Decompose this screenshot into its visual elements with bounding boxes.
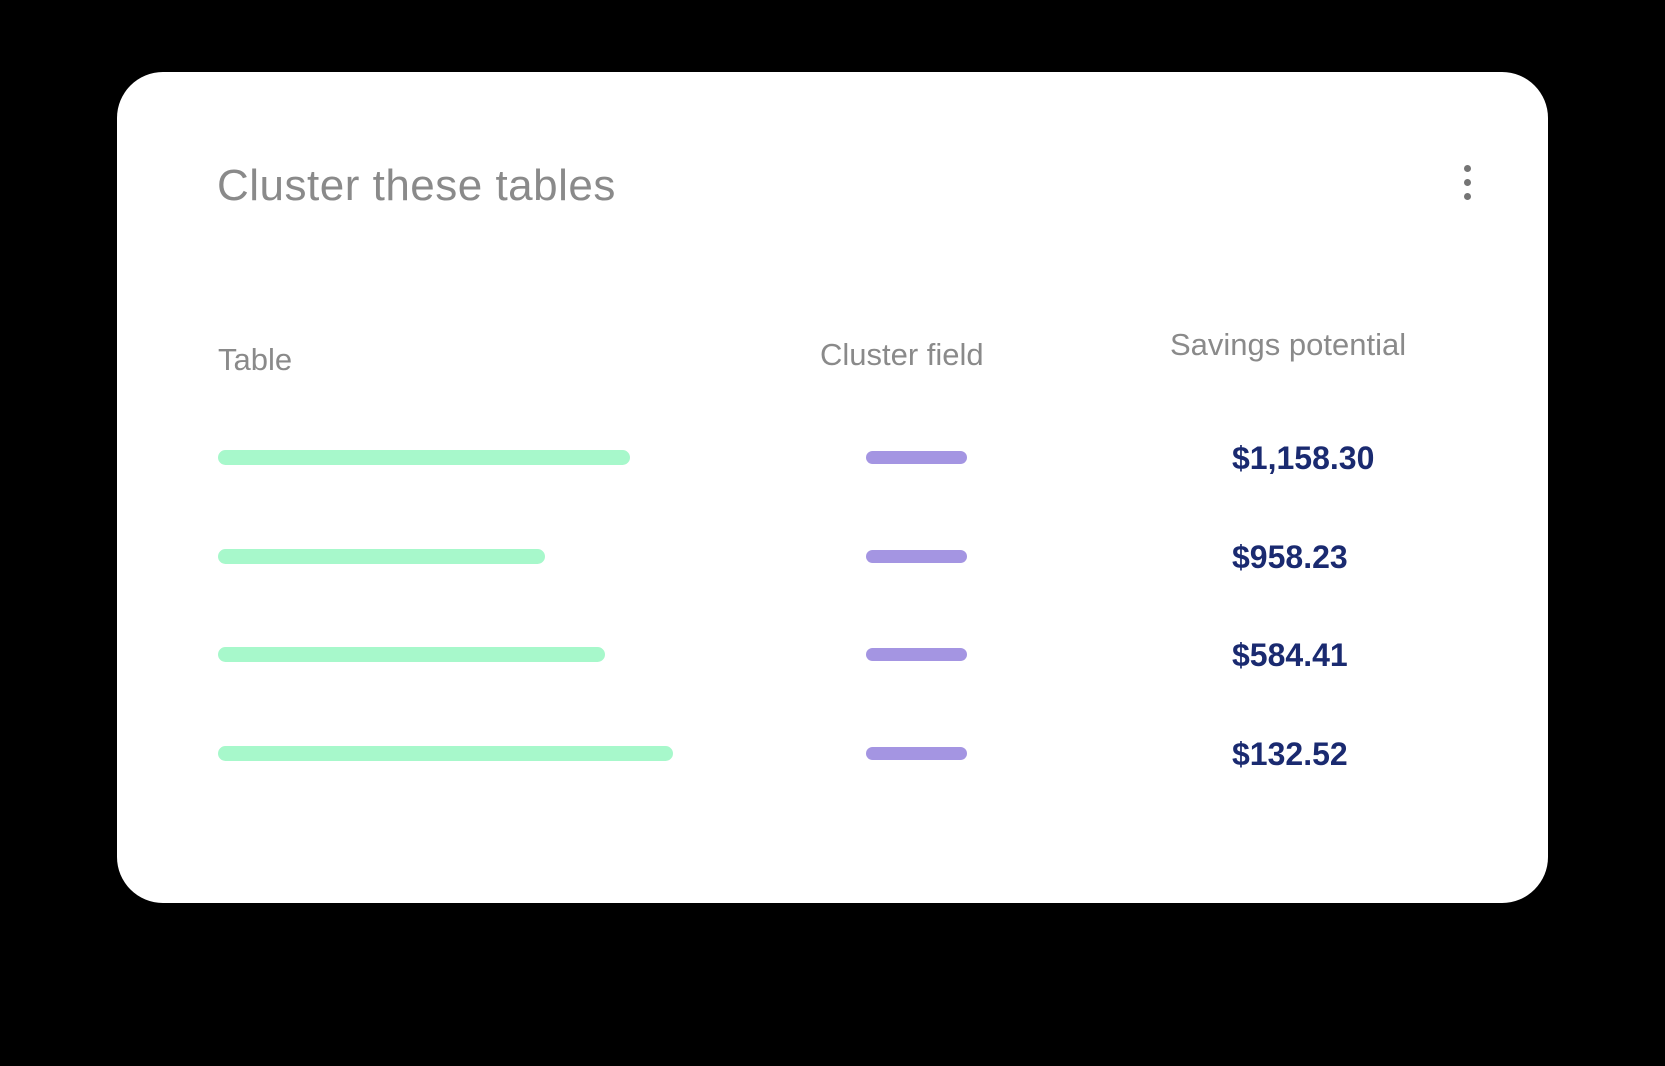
- savings-value: $584.41: [1232, 637, 1348, 673]
- table-row: $584.41: [117, 633, 1548, 677]
- table-name-skeleton-bar: [218, 450, 630, 465]
- table-name-skeleton-bar: [218, 549, 545, 564]
- kebab-dot: [1463, 178, 1471, 186]
- kebab-menu-icon[interactable]: [1450, 154, 1484, 210]
- kebab-dot: [1463, 164, 1471, 172]
- column-header-cluster-field: Cluster field: [820, 337, 984, 372]
- cluster-field-skeleton-bar: [866, 451, 967, 464]
- table-row: $1,158.30: [117, 436, 1548, 480]
- savings-value: $132.52: [1232, 736, 1348, 772]
- savings-value: $1,158.30: [1232, 440, 1375, 476]
- column-header-savings-potential: Savings potential: [1170, 327, 1407, 362]
- table-name-skeleton-bar: [218, 746, 673, 761]
- table-name-skeleton-bar: [218, 647, 605, 662]
- cluster-tables-card: Cluster these tables Table Cluster field…: [117, 72, 1548, 903]
- cluster-field-skeleton-bar: [866, 648, 967, 661]
- kebab-dot: [1463, 192, 1471, 200]
- cluster-field-skeleton-bar: [866, 550, 967, 563]
- savings-value: $958.23: [1232, 539, 1348, 575]
- card-title: Cluster these tables: [217, 161, 616, 210]
- cluster-field-skeleton-bar: [866, 747, 967, 760]
- table-row: $958.23: [117, 535, 1548, 579]
- column-header-table: Table: [218, 342, 293, 377]
- table-row: $132.52: [117, 732, 1548, 776]
